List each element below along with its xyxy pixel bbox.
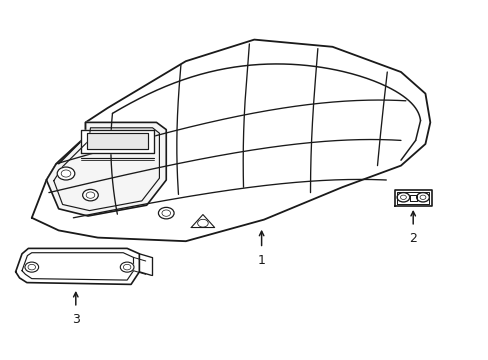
Circle shape <box>158 207 174 219</box>
Circle shape <box>120 262 134 272</box>
Text: 1: 1 <box>257 254 265 267</box>
Text: 2: 2 <box>408 232 416 245</box>
Text: 3: 3 <box>72 313 80 326</box>
Circle shape <box>82 189 98 201</box>
Polygon shape <box>191 215 214 228</box>
Polygon shape <box>87 133 147 149</box>
Polygon shape <box>16 248 139 284</box>
Circle shape <box>25 262 39 272</box>
Circle shape <box>57 167 75 180</box>
Polygon shape <box>46 122 166 216</box>
Polygon shape <box>81 130 154 153</box>
Polygon shape <box>394 190 430 206</box>
Polygon shape <box>32 40 429 241</box>
